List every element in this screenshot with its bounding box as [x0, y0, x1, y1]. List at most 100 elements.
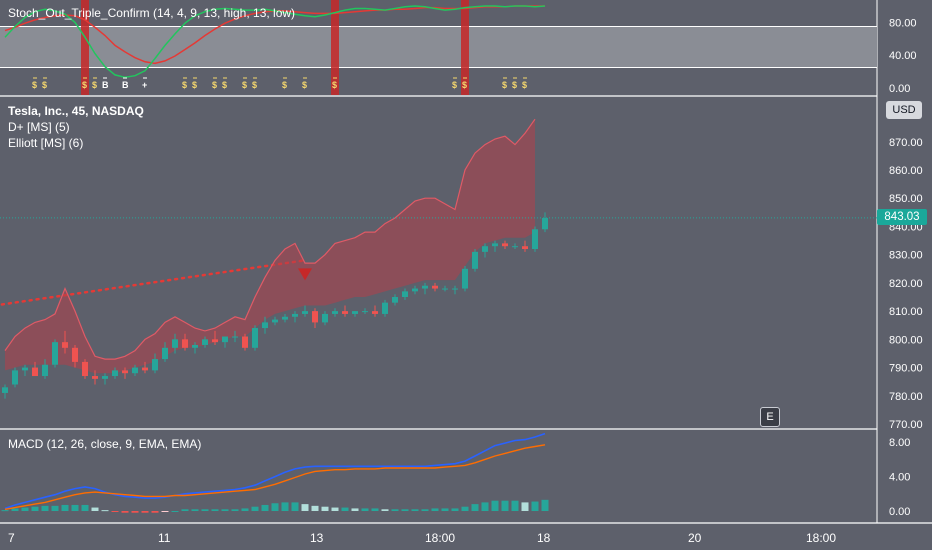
macd-histogram-bar [401, 509, 409, 511]
stoch-signal-label: $ [462, 80, 467, 90]
candle-body [192, 344, 198, 348]
stoch-band [0, 26, 877, 68]
price-y-tick: 790.00 [889, 363, 923, 375]
candle-body [352, 311, 358, 314]
macd-y-tick: 0.00 [889, 506, 910, 518]
dplus-legend[interactable]: D+ [MS] (5) [8, 120, 70, 134]
macd-histogram-bar [251, 506, 259, 511]
candle-body [122, 370, 128, 374]
time-axis-label: 18:00 [806, 531, 836, 545]
candle-body [522, 246, 528, 250]
macd-histogram-bar [141, 511, 149, 513]
candle-body [72, 347, 78, 362]
macd-histogram-bar [441, 508, 449, 511]
macd-histogram-bar [71, 504, 79, 511]
stoch-signal-label: $ [242, 80, 247, 90]
macd-histogram-bar [131, 511, 139, 513]
candle-body [462, 268, 468, 289]
candle-body [412, 288, 418, 292]
candle-body [222, 336, 228, 343]
stoch-signal-label: $ [252, 80, 257, 90]
candle-body [102, 376, 108, 379]
price-y-tick: 850.00 [889, 193, 923, 205]
macd-y-tick: 4.00 [889, 472, 910, 484]
symbol-legend[interactable]: Tesla, Inc., 45, NASDAQ [8, 104, 144, 119]
macd-histogram-bar [321, 506, 329, 511]
macd-histogram-bar [221, 509, 229, 511]
candle-body [452, 288, 458, 290]
candle-body [152, 359, 158, 371]
candle-body [42, 364, 48, 377]
currency-button[interactable]: USD [886, 101, 922, 119]
stoch-signal-label: B [122, 80, 129, 90]
candle-body [302, 311, 308, 314]
macd-histogram-bar [271, 503, 279, 511]
candle-body [172, 339, 178, 348]
macd-histogram-bar [151, 511, 159, 513]
stoch-y-tick: 40.00 [889, 50, 917, 62]
price-y-tick: 860.00 [889, 165, 923, 177]
stoch-highlight-bar [81, 0, 89, 95]
time-axis-label: 7 [8, 531, 15, 545]
macd-histogram-bar [11, 508, 19, 511]
macd-histogram-bar [511, 500, 519, 511]
stoch-highlight-bar [461, 0, 469, 95]
macd-histogram-bar [491, 500, 499, 511]
stoch-signal-label: $ [512, 80, 517, 90]
candle-body [472, 251, 478, 269]
candle-body [112, 370, 118, 377]
price-y-tick: 810.00 [889, 306, 923, 318]
macd-histogram-bar [521, 502, 529, 511]
macd-histogram-bar [51, 505, 59, 511]
time-axis-label: 13 [310, 531, 324, 545]
price-y-tick: 830.00 [889, 250, 923, 262]
candle-body [482, 246, 488, 252]
last-price-badge: 843.03 [877, 209, 927, 225]
macd-histogram-bar [371, 508, 379, 511]
symbol-title: Tesla, Inc., 45, NASDAQ [8, 104, 144, 118]
candle-body [542, 217, 548, 230]
events-button[interactable]: E [760, 407, 780, 427]
stoch-signal-label: $ [192, 80, 197, 90]
elliott-legend[interactable]: Elliott [MS] (6) [8, 136, 84, 150]
stoch-legend[interactable]: Stoch_Out_Triple_Confirm (14, 4, 9, 13, … [8, 6, 296, 20]
price-y-tick: 780.00 [889, 391, 923, 403]
macd-histogram-bar [461, 506, 469, 511]
macd-histogram-bar [91, 507, 99, 511]
macd-histogram-bar [281, 502, 289, 511]
macd-histogram-bar [261, 504, 269, 511]
macd-histogram-bar [541, 499, 549, 511]
macd-histogram-bar [421, 509, 429, 511]
candle-body [372, 311, 378, 314]
stoch-signal-label: $ [92, 80, 97, 90]
macd-histogram-bar [481, 502, 489, 511]
candle-body [2, 387, 8, 393]
macd-histogram-bar [81, 504, 89, 511]
stoch-signal-label: $ [42, 80, 47, 90]
macd-histogram-bar [211, 509, 219, 511]
candle-body [492, 243, 498, 247]
stoch-signal-label: $ [82, 80, 87, 90]
candle-body [332, 311, 338, 314]
macd-histogram-bar [61, 504, 69, 511]
stoch-highlight-bar [331, 0, 339, 95]
stoch-k-line [4, 5, 546, 79]
candle-body [232, 336, 238, 338]
macd-histogram-bar [101, 510, 109, 512]
macd-histogram-bar [41, 505, 49, 511]
candle-body [392, 297, 398, 303]
candle-body [212, 339, 218, 343]
stoch-signal-label: $ [212, 80, 217, 90]
macd-histogram-bar [501, 500, 509, 511]
candle-body [442, 288, 448, 290]
candle-body [312, 311, 318, 323]
stoch-signal-label: $ [502, 80, 507, 90]
macd-histogram-bar [301, 504, 309, 511]
macd-legend[interactable]: MACD (12, 26, close, 9, EMA, EMA) [8, 437, 202, 451]
candle-body [22, 367, 28, 371]
candle-body [162, 347, 168, 360]
macd-signal-line [4, 444, 546, 510]
macd-histogram-bar [431, 508, 439, 511]
